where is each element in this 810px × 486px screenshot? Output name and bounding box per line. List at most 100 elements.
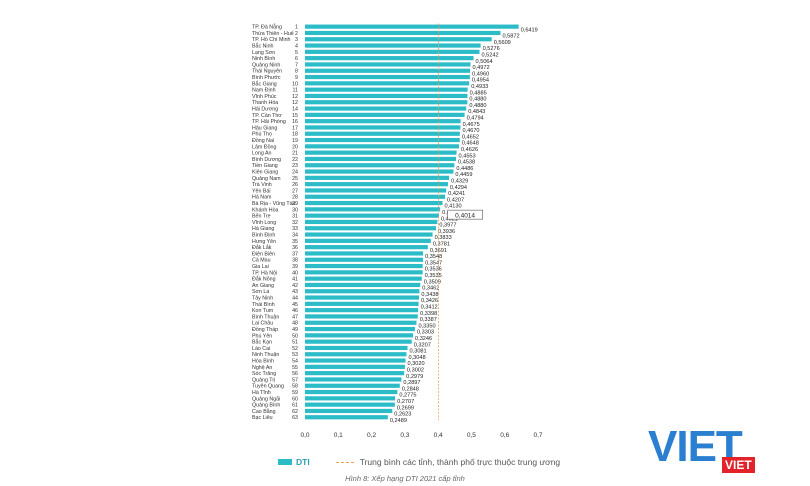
category-label: Khánh Hòa	[252, 207, 279, 213]
bar	[305, 213, 439, 218]
category-label: Bình Phước	[252, 75, 281, 81]
chart-legend: DTI Trung bình các tỉnh, thành phố trực …	[278, 457, 560, 467]
bar	[305, 308, 419, 313]
rank-label: 21	[292, 151, 298, 157]
value-label: 0,4885	[470, 90, 487, 96]
category-label: Bắc Ninh	[252, 42, 274, 49]
category-label: An Giang	[252, 283, 274, 289]
rank-label: 53	[292, 352, 298, 358]
category-label: Bình Định	[252, 232, 275, 238]
category-label: Trà Vinh	[252, 182, 272, 188]
bar	[305, 238, 431, 243]
bar	[305, 364, 405, 369]
rank-label: 8	[295, 69, 298, 75]
value-label: 0,3020	[408, 361, 425, 367]
category-label: Ninh Thuận	[252, 352, 279, 358]
category-label: Điện Biên	[252, 251, 275, 257]
bar	[305, 282, 421, 288]
rank-label: 59	[292, 390, 298, 396]
bar	[305, 207, 441, 212]
category-label: Lạng Sơn	[252, 50, 275, 56]
category-label: Thái Bình	[252, 302, 275, 308]
figure-caption: Hình 8: Xếp hạng DTI 2021 cấp tỉnh	[345, 474, 465, 483]
category-label: Quảng Nam	[252, 176, 281, 182]
bar	[305, 100, 468, 105]
bar	[305, 106, 467, 111]
category-label: Hải Dương	[252, 106, 278, 112]
category-label: Hà Nam	[252, 195, 272, 201]
rank-label: 55	[292, 365, 298, 371]
rank-label: 56	[292, 371, 298, 377]
rank-label: 52	[292, 346, 298, 352]
category-label: Lào Cai	[252, 346, 270, 352]
value-label: 0,2979	[406, 374, 423, 380]
value-label: 0,5609	[494, 40, 511, 46]
bar	[305, 276, 422, 281]
bar	[305, 389, 398, 395]
value-label: 0,3002	[407, 367, 424, 373]
bar	[305, 194, 446, 199]
rank-label: 35	[292, 239, 298, 245]
category-label: Gia Lai	[252, 264, 269, 270]
rank-label: 2	[295, 31, 298, 37]
category-label: Sóc Trăng	[252, 371, 276, 377]
bar	[305, 62, 471, 67]
bar	[305, 150, 457, 155]
value-label: 0,4241	[448, 191, 465, 197]
rank-label: 36	[292, 245, 298, 251]
bar	[305, 219, 438, 225]
value-label: 0,3426	[421, 298, 438, 304]
bar	[305, 87, 468, 92]
bar	[305, 415, 388, 420]
x-tick-label: 0,4	[434, 432, 443, 439]
value-label: 0,3412	[421, 304, 438, 310]
category-label: Tuyên Quang	[252, 384, 284, 390]
bar	[305, 119, 461, 124]
rank-label: 42	[292, 283, 298, 289]
value-label: 0,4843	[468, 109, 485, 115]
value-label: 0,3536	[425, 267, 442, 273]
bar	[305, 37, 492, 42]
category-label: Hà Giang	[252, 226, 274, 232]
rank-label: 30	[292, 207, 298, 213]
category-label: TP. Hà Nội	[252, 270, 277, 276]
rank-label: 27	[292, 188, 298, 194]
bar	[305, 245, 428, 250]
bar	[305, 289, 420, 294]
category-label: Quảng Trị	[252, 377, 275, 383]
bar	[305, 408, 393, 414]
value-label: 0,3303	[417, 330, 434, 336]
rank-label: 46	[292, 308, 298, 314]
rank-label: 5	[295, 50, 298, 56]
rank-label: 62	[292, 409, 298, 415]
value-label: 0,3462	[422, 286, 439, 292]
brand-logo-badge: VIET	[722, 457, 755, 473]
bar	[305, 320, 417, 325]
bar	[305, 56, 474, 61]
value-label: 0,4675	[463, 122, 480, 128]
value-label: 0,4972	[472, 65, 489, 71]
rank-label: 12	[292, 100, 298, 106]
category-label: Lâm Đồng	[252, 144, 276, 150]
rank-label: 7	[295, 62, 298, 68]
bar	[305, 352, 407, 357]
bar	[305, 402, 395, 407]
category-label: Lai Châu	[252, 321, 273, 327]
rank-label: 28	[292, 195, 298, 201]
value-label: 0,4648	[462, 141, 479, 147]
category-label: Long An	[252, 151, 271, 157]
bar	[305, 257, 424, 262]
bar	[305, 81, 470, 86]
category-label: Bạc Liêu	[252, 415, 273, 421]
value-label: 0,6419	[521, 27, 538, 33]
bar	[305, 396, 396, 401]
rank-label: 51	[292, 340, 298, 346]
bar	[305, 339, 412, 344]
category-label: Vĩnh Long	[252, 220, 276, 226]
rank-label: 16	[292, 119, 298, 125]
category-label: Thanh Hóa	[252, 100, 278, 106]
rank-label: 1	[295, 25, 298, 31]
rank-label: 57	[292, 377, 298, 383]
category-label: Đồng Tháp	[252, 327, 278, 333]
